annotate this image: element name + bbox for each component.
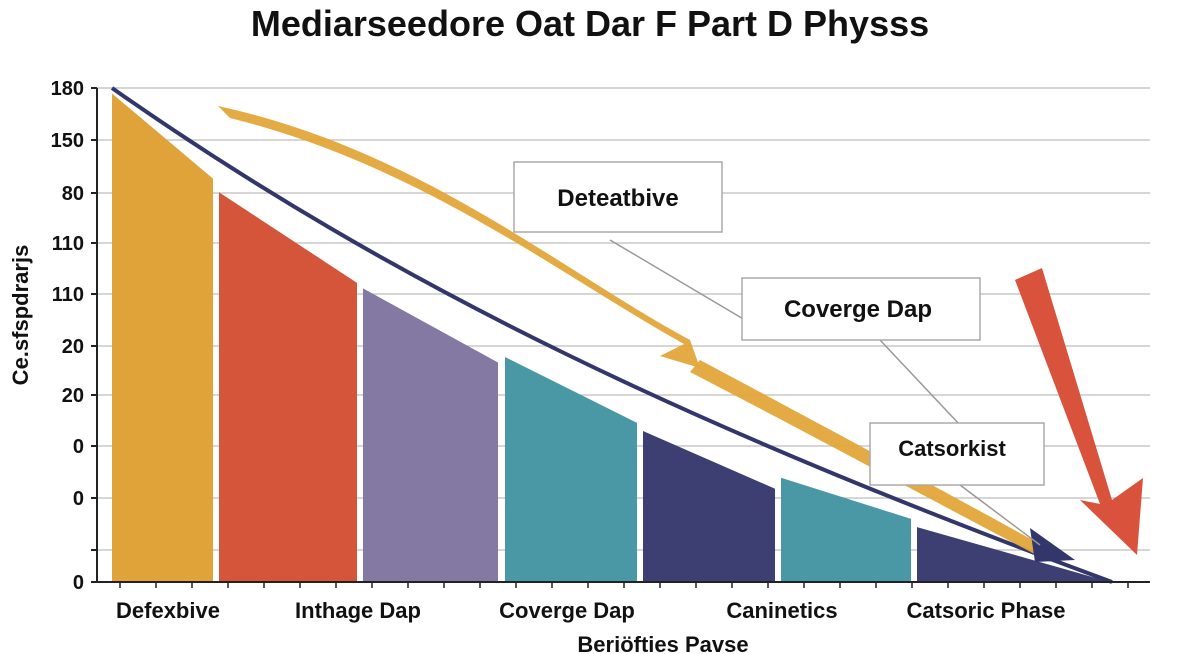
callout-1: Deteatbive xyxy=(513,161,746,321)
x-axis-label: Beriöfties Pavse xyxy=(577,632,748,654)
x-tick-label: Inthage Dap xyxy=(295,598,421,623)
x-tick-labels: Defexbive Inthage Dap Coverge Dap Caninetic… xyxy=(116,582,1129,623)
segment-3 xyxy=(363,288,498,582)
y-tick-label: 80 xyxy=(62,183,84,205)
segment-5 xyxy=(643,431,775,582)
y-tick-label: 0 xyxy=(73,488,84,510)
y-tick-labels: 180 150 80 110 110 20 20 0 0 0 xyxy=(51,78,97,594)
red-drop-arrow xyxy=(1015,268,1143,555)
y-axis-label: Ce.sfspdrarjs xyxy=(8,245,33,386)
y-tick-label: 20 xyxy=(62,336,84,358)
y-tick-label: 150 xyxy=(51,130,84,152)
segment-1 xyxy=(112,93,213,582)
segment-2 xyxy=(219,192,357,583)
x-tick-label: Catsoric Phase xyxy=(907,598,1066,623)
segment-4 xyxy=(505,356,637,582)
segment-7 xyxy=(917,527,1110,582)
chart-title: Mediarseedore Oat Dar F Part D Physss xyxy=(251,3,929,44)
segments xyxy=(112,93,1110,583)
callout-3: Catsorkist xyxy=(869,422,1045,546)
x-tick-label: Defexbive xyxy=(116,598,220,623)
y-tick-label: 110 xyxy=(52,284,84,306)
x-tick-label: Coverge Dap xyxy=(499,598,635,623)
x-tick-label: Caninetics xyxy=(726,598,837,623)
y-tick-label: 0 xyxy=(73,572,84,594)
y-tick-label: 20 xyxy=(62,385,84,407)
segment-6 xyxy=(781,477,911,582)
callout-3-text: Catsorkist xyxy=(898,436,1006,461)
y-tick-label: 0 xyxy=(73,436,84,458)
callout-1-text: Deteatbive xyxy=(557,185,678,212)
callout-2-text: Coverge Dap xyxy=(784,296,932,323)
trend-line xyxy=(110,86,1113,584)
y-tick-label: 180 xyxy=(51,78,84,100)
callout-2: Coverge Dap xyxy=(741,277,981,426)
y-tick-label: 110 xyxy=(52,233,84,255)
